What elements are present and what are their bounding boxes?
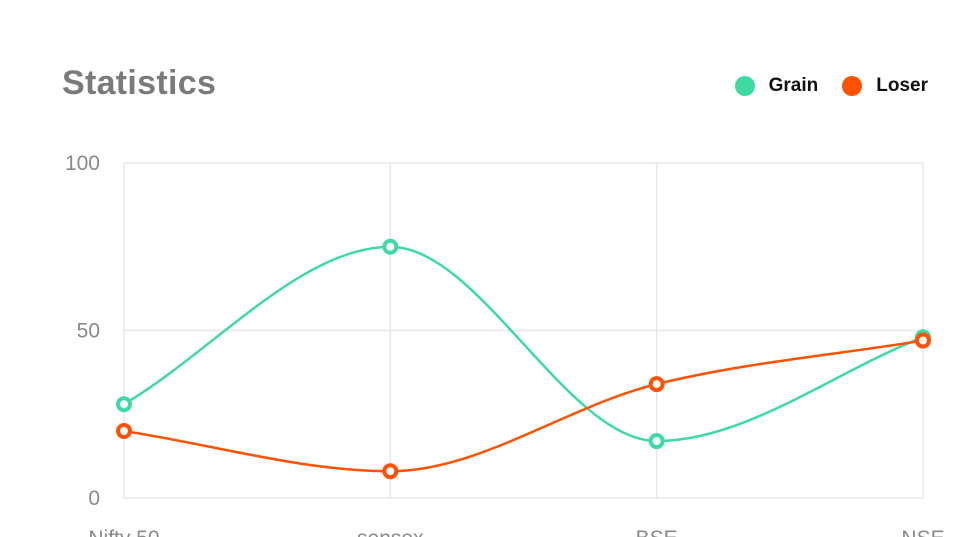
series-line-grain <box>123 245 924 443</box>
x-tick-label-3: NSE <box>901 527 944 537</box>
y-tick-label-2: 100 <box>65 152 100 175</box>
y-tick-label-0: 0 <box>88 487 100 510</box>
data-point-loser-1 <box>382 463 399 480</box>
legend-item-loser[interactable]: Loser <box>842 75 928 97</box>
data-point-grain-0 <box>116 396 132 413</box>
x-tick-label-2: BSE <box>636 527 678 537</box>
series-line-loser <box>123 339 924 473</box>
data-point-grain-1 <box>382 238 399 255</box>
data-point-loser-2 <box>648 376 665 393</box>
legend-label-grain: Grain <box>768 75 819 96</box>
legend-item-grain[interactable]: Grain <box>734 75 819 97</box>
legend-dot-loser <box>842 76 863 96</box>
data-point-loser-0 <box>116 423 132 439</box>
y-tick-label-1: 50 <box>77 320 100 343</box>
legend-label-loser: Loser <box>876 75 928 96</box>
x-tick-label-1: sensex <box>357 527 424 537</box>
legend-dot-grain <box>734 76 755 96</box>
data-point-loser-3 <box>915 332 931 349</box>
chart-legend: Grain Loser <box>734 75 928 97</box>
data-point-grain-2 <box>648 433 665 450</box>
chart-title: Statistics <box>62 64 217 102</box>
x-tick-label-0: Nifty 50 <box>88 527 159 537</box>
